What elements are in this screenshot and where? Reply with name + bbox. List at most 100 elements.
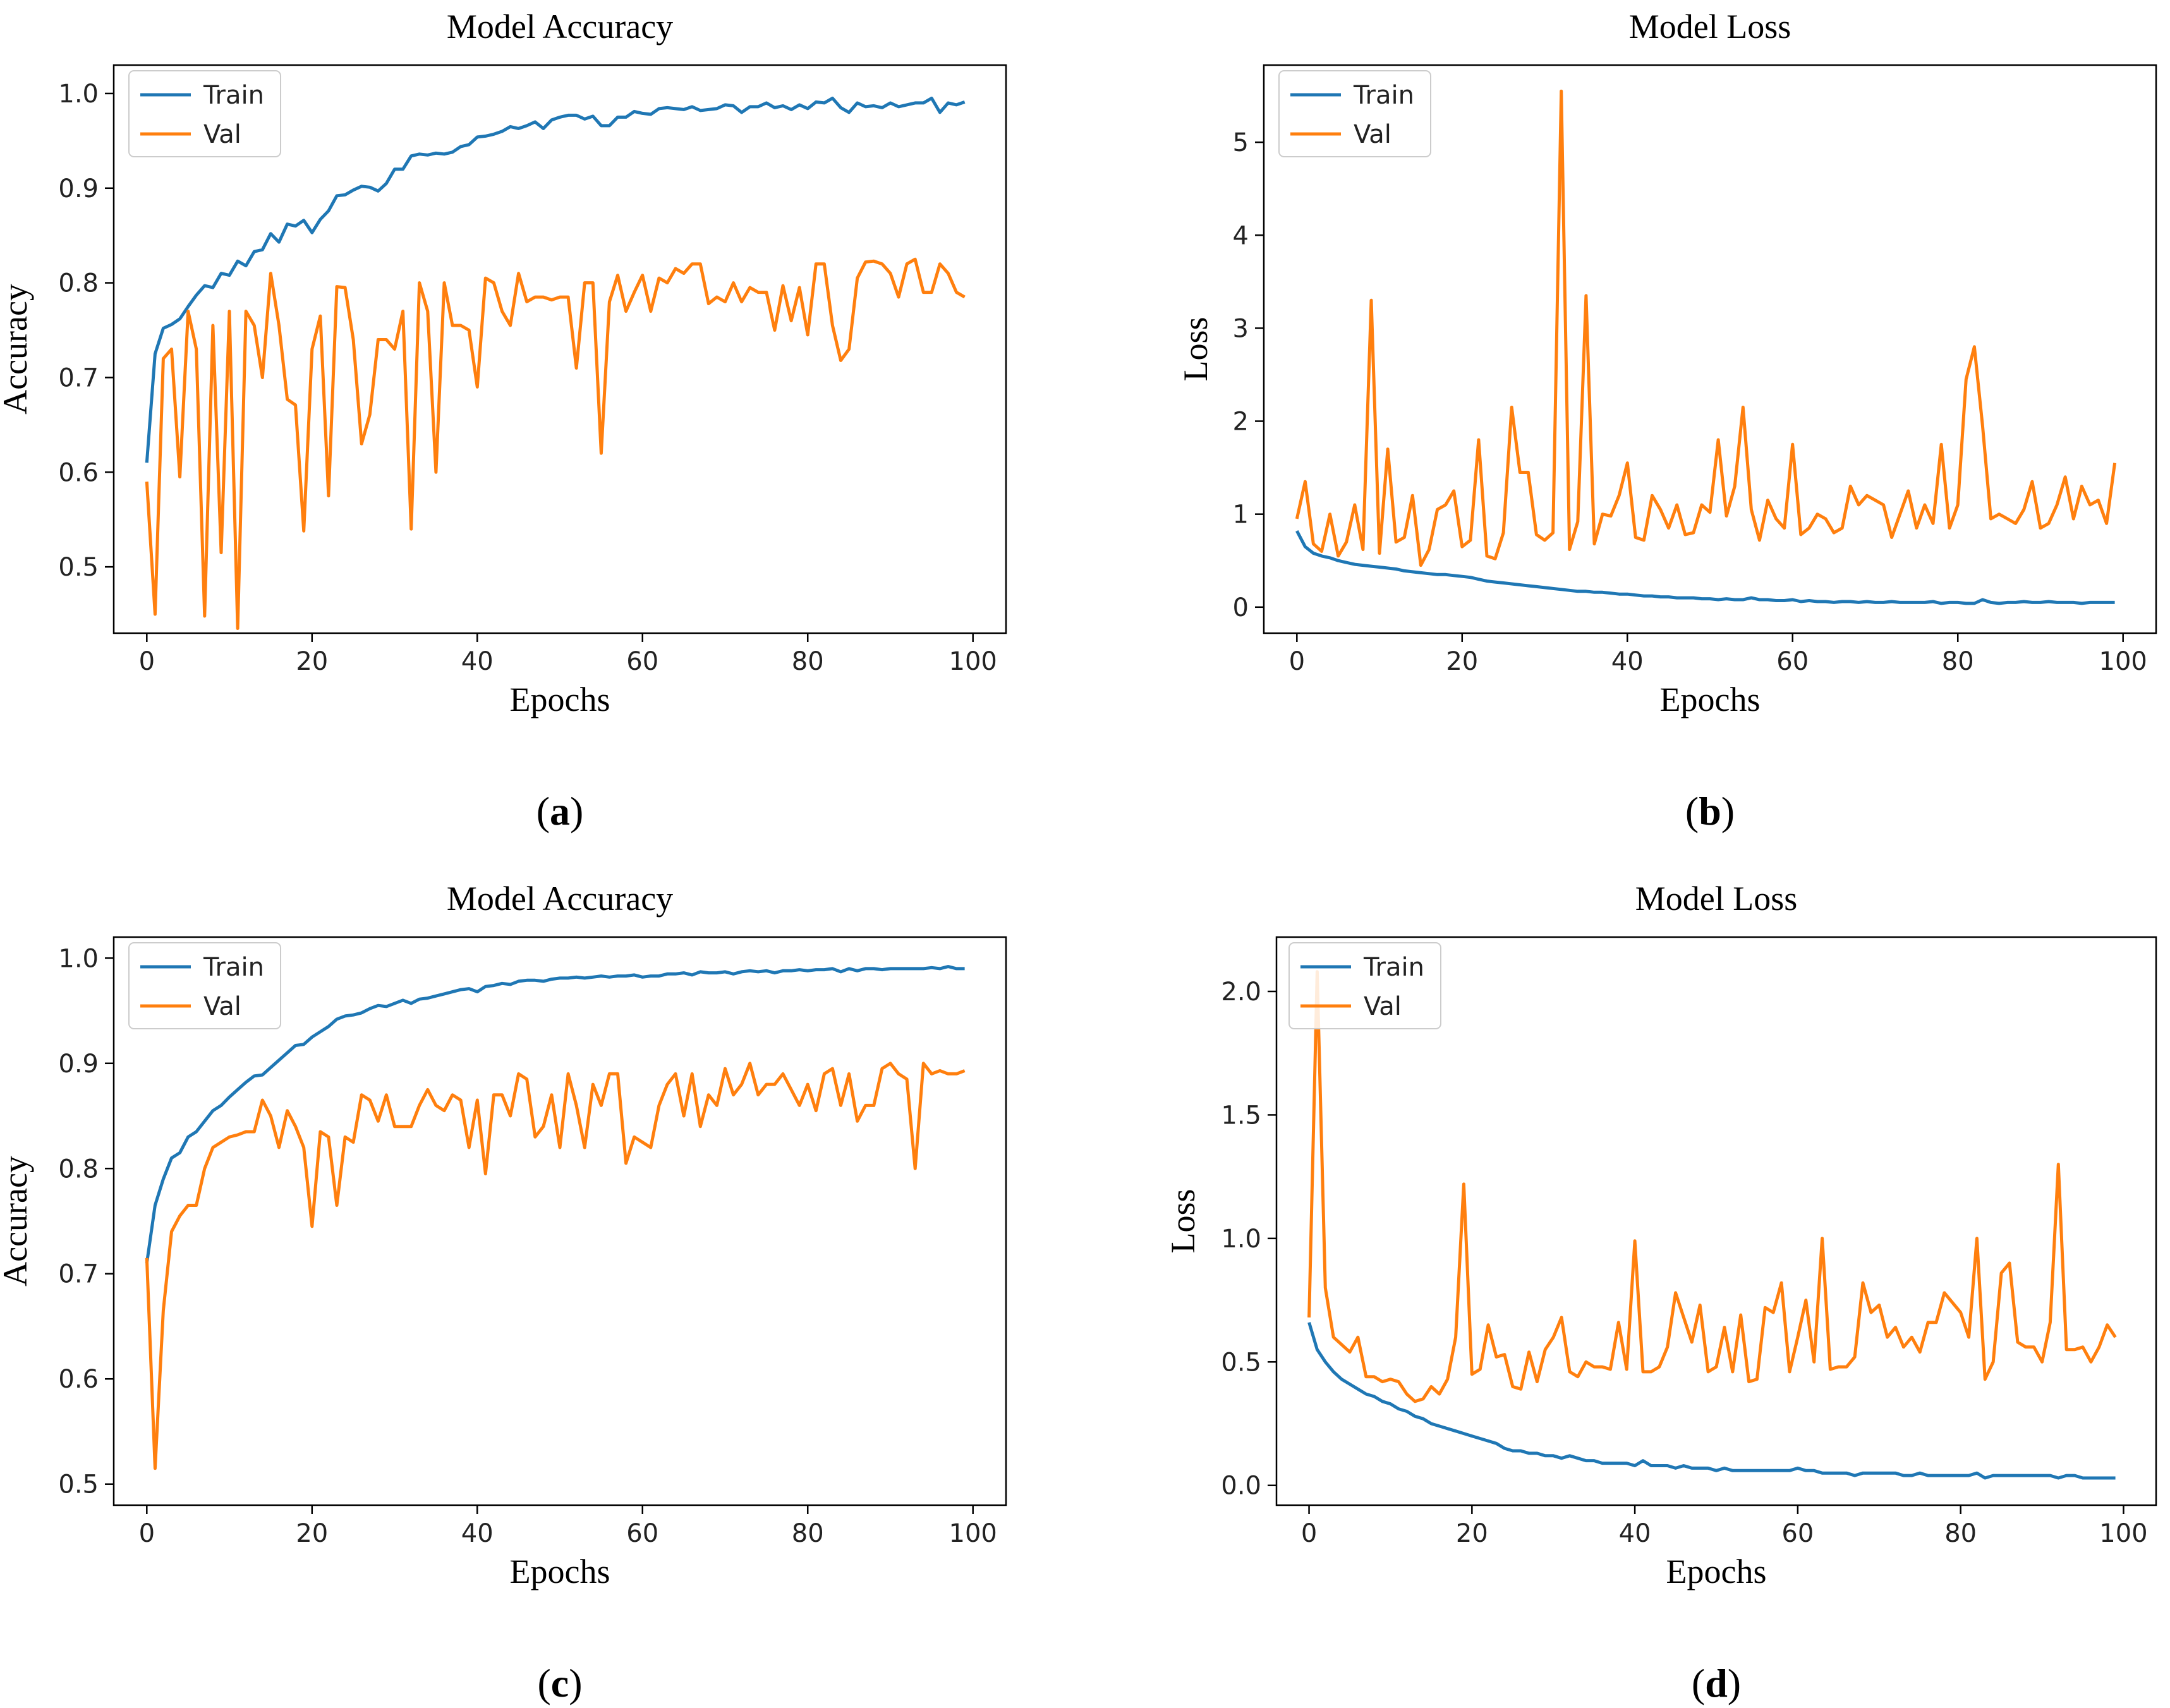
x-tick-label: 80 — [1944, 1519, 1977, 1548]
y-tick-label: 1.5 — [1221, 1101, 1261, 1130]
panel-label-close: ) — [569, 1661, 582, 1705]
panel-label-close: ) — [1721, 789, 1735, 833]
x-tick-label: 0 — [139, 647, 155, 676]
x-axis-label: Epochs — [1660, 681, 1761, 718]
x-tick-label: 60 — [626, 1519, 658, 1548]
y-tick-label: 0.8 — [58, 1154, 99, 1184]
panel-label-letter: c — [551, 1661, 569, 1705]
series-line-val — [1295, 89, 2117, 567]
panel-label-letter: b — [1699, 789, 1721, 833]
legend-label-train: Train — [1363, 953, 1424, 982]
legend: Train Val — [1288, 942, 1441, 1029]
y-tick-label: 1.0 — [58, 944, 99, 973]
y-tick-label: 1.0 — [1221, 1225, 1261, 1254]
y-tick-label: 0 — [1233, 593, 1249, 622]
x-axis-label: Epochs — [1666, 1553, 1767, 1590]
chart-title: Model Loss — [1629, 8, 1791, 45]
y-tick-label: 0.7 — [58, 363, 99, 392]
y-tick-label: 0.5 — [58, 553, 99, 582]
y-tick-label: 1.0 — [58, 80, 99, 109]
panel-label-close: ) — [570, 789, 583, 833]
x-tick-label: 60 — [1776, 647, 1809, 676]
series-line-train — [145, 965, 965, 1264]
series-line-val — [145, 1062, 966, 1470]
series-line-train — [1295, 530, 2115, 605]
y-tick-label: 0.6 — [58, 1365, 99, 1394]
x-tick-label: 80 — [792, 1519, 824, 1548]
plot-frame — [1275, 936, 2157, 1506]
x-tick-label: 40 — [461, 647, 494, 676]
x-tick-label: 100 — [949, 647, 997, 676]
x-tick-label: 100 — [2099, 1519, 2147, 1548]
panel-label-close: ) — [1728, 1661, 1741, 1705]
x-tick-label: 60 — [1781, 1519, 1814, 1548]
panel-label: (a) — [536, 789, 584, 833]
chart-d: Model Loss 0 20 40 60 80 100 0.0 0.5 1.0 1.5 2.0 Epo… — [1164, 880, 2157, 1705]
x-axis-label: Epochs — [510, 1553, 610, 1590]
legend-label-val: Val — [203, 992, 241, 1021]
legend-label-train: Train — [203, 81, 264, 110]
y-tick-label: 0.0 — [1221, 1472, 1261, 1501]
chart-b: Model Loss 0 20 40 60 80 100 0 1 2 3 4 5 Epochs Loss Tr… — [1177, 8, 2157, 833]
x-tick-label: 0 — [139, 1519, 155, 1548]
chart-c: Model Accuracy 0 20 40 60 80 100 0.5 0.6 0.7 0.8 0.… — [0, 880, 1007, 1705]
x-tick-label: 20 — [296, 1519, 328, 1548]
y-tick-label: 0.9 — [58, 1050, 99, 1079]
x-tick-label: 60 — [626, 647, 658, 676]
panel-label-open: ( — [537, 1661, 550, 1705]
panel-label-open: ( — [536, 789, 550, 833]
panel-label: (c) — [537, 1661, 582, 1705]
series-line-train — [1307, 1322, 2116, 1480]
y-tick-label: 4 — [1233, 221, 1249, 250]
panel-label-open: ( — [1692, 1661, 1705, 1705]
legend: Train Val — [1278, 70, 1431, 157]
y-axis-label: Accuracy — [0, 1156, 34, 1287]
y-axis-label: Loss — [1164, 1189, 1202, 1253]
series-line-train — [145, 96, 966, 463]
panel-label: (b) — [1685, 789, 1735, 833]
plot-frame — [112, 64, 1007, 634]
chart-a: Model Accuracy 0 20 40 60 80 100 0.5 0.6 0.7 0.8 0.… — [0, 8, 1007, 833]
legend-label-val: Val — [1354, 120, 1391, 149]
x-tick-label: 100 — [2099, 647, 2147, 676]
legend: Train Val — [128, 942, 281, 1029]
y-tick-label: 1 — [1233, 500, 1249, 530]
panel-label-letter: d — [1705, 1661, 1728, 1705]
x-tick-label: 40 — [1619, 1519, 1651, 1548]
y-tick-label: 0.8 — [58, 269, 99, 298]
x-tick-label: 80 — [1942, 647, 1974, 676]
y-tick-label: 3 — [1233, 314, 1249, 343]
y-tick-label: 0.6 — [58, 458, 99, 487]
chart-title: Model Loss — [1635, 880, 1798, 918]
y-tick-label: 0.5 — [58, 1470, 99, 1499]
x-tick-label: 40 — [461, 1519, 494, 1548]
y-tick-label: 0.9 — [58, 174, 99, 203]
legend-label-train: Train — [1353, 81, 1414, 110]
y-axis-label: Loss — [1177, 317, 1215, 381]
plot-frame — [1263, 64, 2157, 634]
legend-label-val: Val — [203, 120, 241, 149]
chart-title: Model Accuracy — [447, 8, 673, 45]
y-tick-label: 2.0 — [1221, 978, 1261, 1007]
y-tick-label: 0.5 — [1221, 1348, 1261, 1377]
x-tick-label: 20 — [1446, 647, 1478, 676]
x-tick-label: 80 — [792, 647, 824, 676]
x-tick-label: 0 — [1301, 1519, 1317, 1548]
x-tick-label: 20 — [1456, 1519, 1488, 1548]
legend-label-train: Train — [203, 953, 264, 982]
x-tick-label: 100 — [949, 1519, 997, 1548]
panel-label: (d) — [1692, 1661, 1741, 1705]
panel-label-letter: a — [550, 789, 570, 833]
y-tick-label: 0.7 — [58, 1260, 99, 1289]
plot-frame — [112, 936, 1007, 1506]
x-tick-label: 0 — [1289, 647, 1305, 676]
legend: Train Val — [128, 70, 281, 157]
series-line-val — [1307, 970, 2117, 1403]
legend-label-val: Val — [1364, 992, 1402, 1021]
y-tick-label: 2 — [1233, 408, 1249, 437]
chart-title: Model Accuracy — [447, 880, 673, 918]
panel-label-open: ( — [1685, 789, 1699, 833]
x-tick-label: 20 — [296, 647, 328, 676]
y-tick-label: 5 — [1233, 128, 1249, 157]
